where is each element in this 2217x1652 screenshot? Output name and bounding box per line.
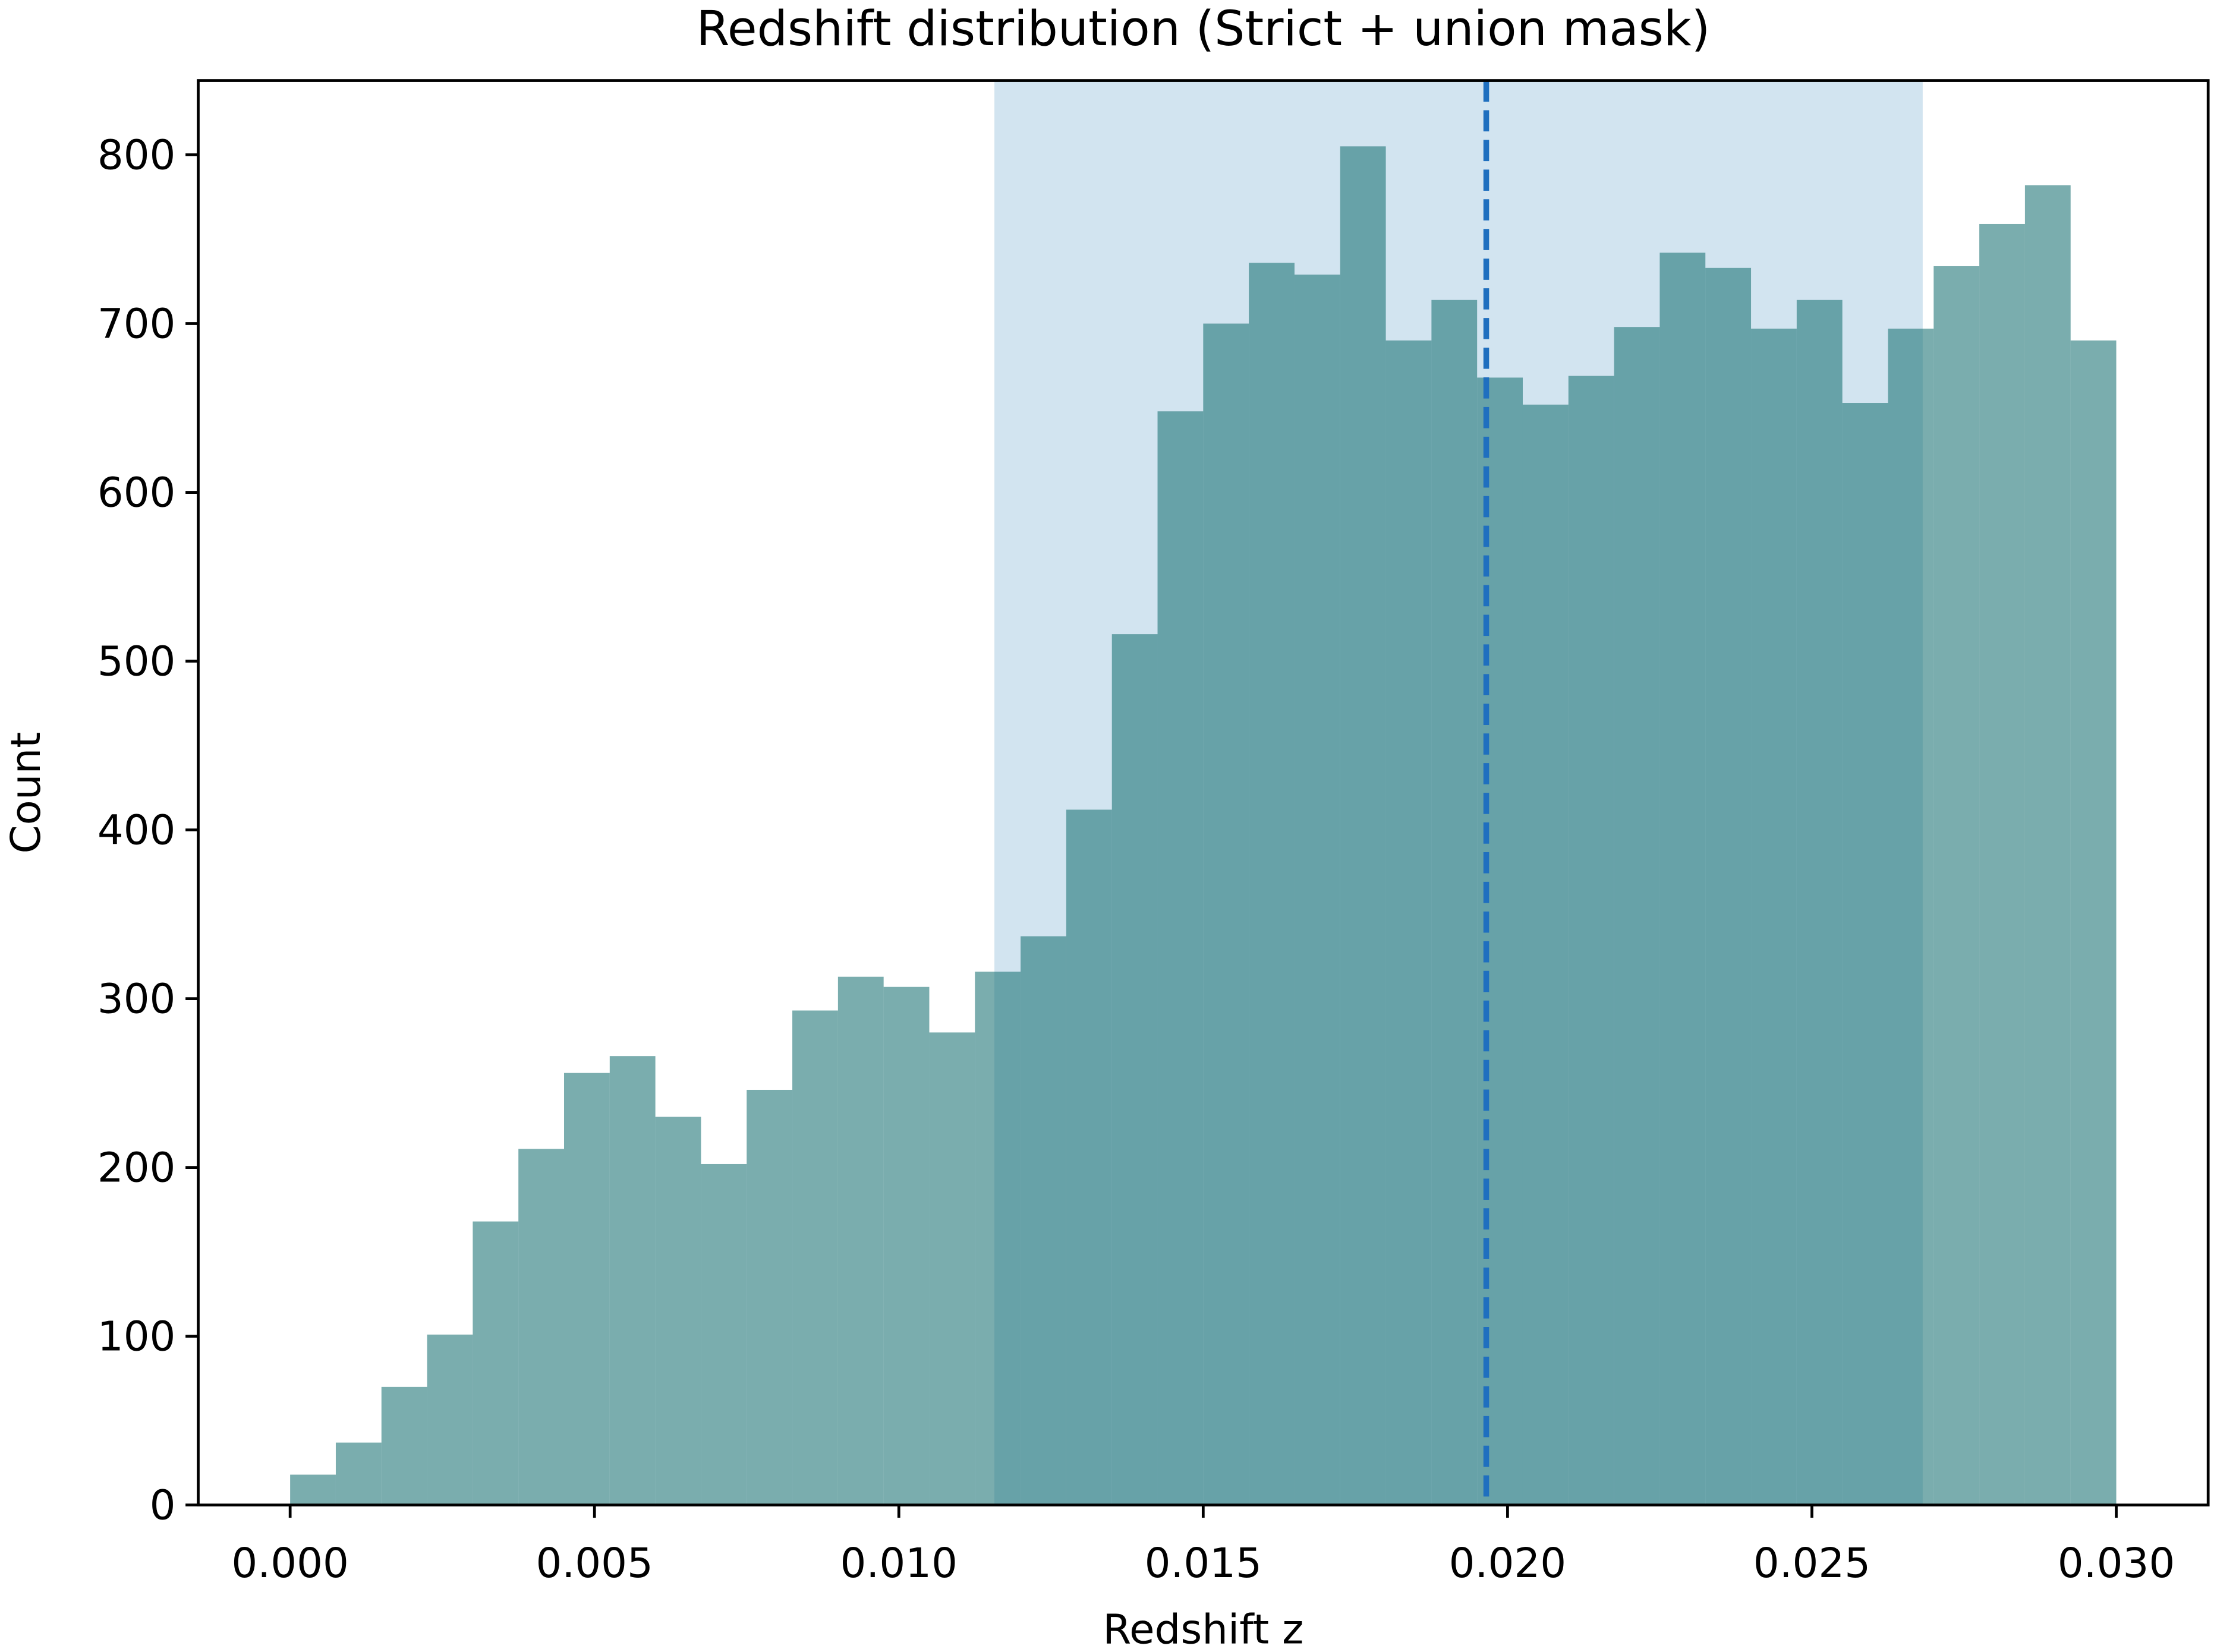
bar bbox=[792, 1010, 838, 1505]
bar bbox=[381, 1386, 427, 1505]
bar bbox=[1021, 936, 1066, 1505]
x-tick-label: 0.000 bbox=[231, 1540, 348, 1587]
bar bbox=[1979, 223, 2025, 1505]
bar bbox=[655, 1117, 701, 1505]
bar bbox=[1842, 403, 1888, 1505]
x-tick-label: 0.030 bbox=[2058, 1540, 2175, 1587]
bar bbox=[1705, 267, 1752, 1505]
bar bbox=[747, 1089, 793, 1505]
y-tick-label: 700 bbox=[97, 300, 176, 348]
bar bbox=[518, 1149, 565, 1505]
bar bbox=[1385, 340, 1432, 1505]
y-axis-label: Count bbox=[2, 732, 50, 854]
bar bbox=[1796, 299, 1843, 1505]
bar bbox=[1340, 146, 1386, 1505]
x-axis-label: Redshift z bbox=[1103, 1606, 1303, 1652]
bar bbox=[883, 986, 930, 1505]
bar bbox=[1294, 275, 1340, 1505]
bar bbox=[1751, 329, 1797, 1505]
bar bbox=[473, 1221, 519, 1505]
bar bbox=[564, 1073, 610, 1505]
y-tick-label: 400 bbox=[97, 806, 176, 854]
bar bbox=[1249, 263, 1295, 1505]
bar bbox=[975, 972, 1021, 1505]
y-tick-label: 200 bbox=[97, 1144, 176, 1191]
x-tick-label: 0.015 bbox=[1145, 1540, 1262, 1587]
bar bbox=[1933, 266, 1980, 1505]
bar bbox=[1614, 327, 1660, 1505]
bar bbox=[1522, 404, 1569, 1505]
bar bbox=[2070, 340, 2117, 1505]
bar bbox=[609, 1056, 656, 1505]
bar bbox=[335, 1442, 382, 1505]
x-tick-label: 0.005 bbox=[536, 1540, 653, 1587]
y-tick-label: 0 bbox=[150, 1481, 176, 1529]
bar bbox=[427, 1334, 473, 1505]
y-tick-label: 100 bbox=[97, 1313, 176, 1360]
bar bbox=[2024, 185, 2071, 1505]
y-tick-label: 500 bbox=[97, 638, 176, 685]
x-tick-label: 0.020 bbox=[1449, 1540, 1566, 1587]
y-tick-label: 800 bbox=[97, 131, 176, 179]
bar bbox=[1431, 299, 1478, 1505]
bar bbox=[701, 1164, 747, 1505]
bar bbox=[1203, 323, 1249, 1505]
bar bbox=[1111, 634, 1158, 1505]
bar bbox=[1568, 376, 1614, 1505]
x-tick-label: 0.025 bbox=[1753, 1540, 1870, 1587]
bar bbox=[929, 1032, 975, 1505]
bar bbox=[1659, 253, 1706, 1505]
y-tick-label: 300 bbox=[97, 975, 176, 1023]
bar bbox=[837, 976, 884, 1505]
bar bbox=[1157, 411, 1204, 1505]
y-tick-label: 600 bbox=[97, 469, 176, 516]
bar bbox=[290, 1474, 336, 1505]
x-tick-label: 0.010 bbox=[840, 1540, 958, 1587]
bar bbox=[1066, 809, 1112, 1505]
chart-title: Redshift distribution (Strict + union ma… bbox=[696, 1, 1710, 57]
bar bbox=[1888, 329, 1934, 1505]
